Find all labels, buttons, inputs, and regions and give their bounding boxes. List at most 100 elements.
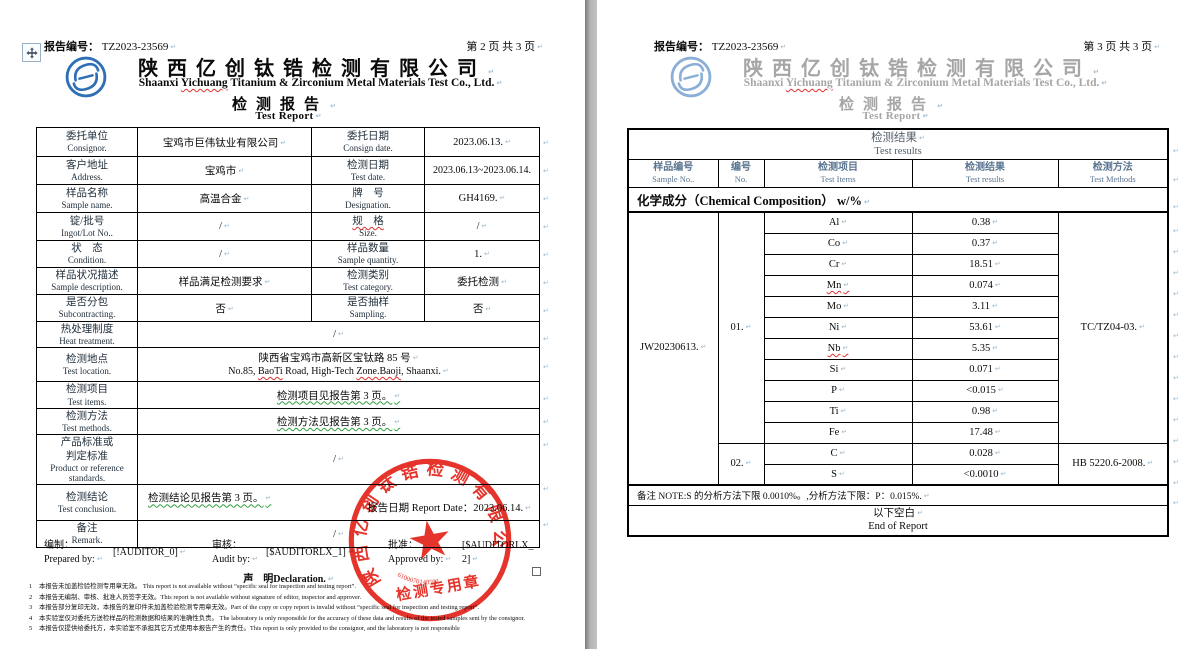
value-sample-name[interactable]: 高温合金	[137, 184, 312, 213]
element[interactable]: Co	[763, 232, 913, 255]
results-title[interactable]: 检测结果 Test results	[627, 128, 1169, 160]
value-consignor[interactable]: 宝鸡市巨伟钛业有限公司	[137, 127, 312, 157]
end-of-report[interactable]: 以下空白 End of Report	[627, 504, 1169, 537]
company-name-en: Shaanxi Yichuang Titanium & Zirconium Me…	[98, 77, 543, 89]
col-header-test-items[interactable]: 检测项目 Test Items	[763, 158, 913, 188]
element[interactable]: Mo	[763, 295, 913, 318]
label-size[interactable]: 规 格 Size.	[311, 212, 425, 241]
label-ingot-lot[interactable]: 锭/批号 Ingot/Lot No..	[36, 212, 138, 241]
note[interactable]: 备注 NOTE:S 的分析方法下限 0.0010%。,分析方法下限：P：0.01…	[627, 484, 1169, 506]
label-sample-description[interactable]: 样品状况描述 Sample description.	[36, 267, 138, 295]
result-row: Nb5.35	[628, 337, 1168, 360]
value-test-items[interactable]: 检测项目见报告第 3 页。	[137, 381, 540, 409]
col-header-no[interactable]: 编号 No.	[717, 158, 765, 188]
sample-number[interactable]: JW20230613.	[627, 211, 719, 486]
group-no-02[interactable]: 02.	[717, 442, 765, 486]
value-test-conclusion[interactable]: 检测结论见报告第 3 页。 报告日期 Report Date：2023.06.1…	[137, 484, 540, 522]
method-02[interactable]: HB 5220.6-2008.	[1057, 442, 1169, 486]
element[interactable]: Ni	[763, 316, 913, 339]
col-header-test-methods[interactable]: 检测方法 Test Methods	[1057, 158, 1169, 188]
label-heat-treatment[interactable]: 热处理制度 Heat treatment.	[36, 320, 138, 349]
result-row: S<0.0010	[628, 463, 1168, 486]
label-test-category[interactable]: 检测类别 Test category.	[311, 267, 425, 295]
element[interactable]: Mn	[763, 274, 913, 297]
result-value[interactable]: <0.015	[911, 379, 1059, 402]
element[interactable]: Ti	[763, 400, 913, 423]
label-designation[interactable]: 牌 号 Designation.	[311, 184, 425, 213]
value-sample-description[interactable]: 样品满足检测要求	[137, 267, 312, 295]
label-sample-quantity[interactable]: 样品数量 Sample quantity.	[311, 240, 425, 268]
note-row: 备注 NOTE:S 的分析方法下限 0.0010%。,分析方法下限：P：0.01…	[627, 484, 1169, 506]
element[interactable]: Cr	[763, 253, 913, 276]
result-value[interactable]: 17.48	[911, 421, 1059, 444]
element[interactable]: Nb	[763, 337, 913, 360]
result-value[interactable]: 18.51	[911, 253, 1059, 276]
value-test-methods[interactable]: 检测方法见报告第 3 页。	[137, 407, 540, 436]
document-page-3[interactable]: 报告编号： TZ2023-23569 第 3 页 共 3 页 陕西亿创钛锆检测有…	[597, 0, 1194, 649]
method-01[interactable]: TC/TZ04-03.	[1057, 211, 1169, 444]
label-test-methods[interactable]: 检测方法 Test methods.	[36, 407, 138, 436]
result-value[interactable]: 0.074	[911, 274, 1059, 297]
label-test-conclusion[interactable]: 检测结论 Test conclusion.	[36, 484, 138, 522]
prepared-by-value[interactable]: [!AUDITOR_0]	[113, 546, 186, 560]
element[interactable]: S	[763, 463, 913, 486]
label-product-standards[interactable]: 产品标准或 判定标准 Product or reference standards…	[36, 434, 138, 486]
label-remark[interactable]: 备注 Remark.	[36, 520, 138, 548]
document-page-2[interactable]: 报告编号： TZ2023-23569 第 2 页 共 3 页 陕西亿创钛锆检测有…	[0, 0, 585, 649]
value-product-standards[interactable]: /	[137, 434, 540, 486]
value-heat-treatment[interactable]: /	[137, 320, 540, 349]
results-title-row: 检测结果 Test results	[627, 128, 1169, 160]
element[interactable]: Al	[763, 211, 913, 234]
label-condition[interactable]: 状 态 Condition.	[36, 240, 138, 268]
element[interactable]: C	[763, 442, 913, 465]
label-sampling[interactable]: 是否抽样 Sampling.	[311, 294, 425, 322]
table-move-handle[interactable]	[22, 43, 41, 62]
result-value[interactable]: 5.35	[911, 337, 1059, 360]
label-test-date[interactable]: 检测日期 Test date.	[311, 156, 425, 185]
label-consign-date[interactable]: 委托日期 Consign date.	[311, 127, 425, 157]
result-value[interactable]: 3.11	[911, 295, 1059, 318]
value-consign-date[interactable]: 2023.06.13.	[424, 127, 540, 157]
value-test-location[interactable]: 陕西省宝鸡市高新区宝钛路 85 号 No.85, BaoTi Road, Hig…	[137, 347, 540, 383]
col-header-test-results[interactable]: 检测结果 Test results	[911, 158, 1059, 188]
label-subcontracting[interactable]: 是否分包 Subcontracting.	[36, 294, 138, 322]
value-ingot-lot[interactable]: /	[137, 212, 312, 241]
approved-by-value[interactable]: [$AUDITORLX_2]	[462, 539, 540, 566]
value-sampling[interactable]: 否	[424, 294, 540, 322]
label-test-items[interactable]: 检测项目 Test items.	[36, 381, 138, 409]
table-row: 热处理制度 Heat treatment. /	[36, 320, 540, 349]
result-value[interactable]: 0.38	[911, 211, 1059, 234]
report-title-en: Test Report	[0, 110, 577, 122]
value-test-category[interactable]: 委托检测	[424, 267, 540, 295]
col-header-sample-no[interactable]: 样品编号 Sample No..	[627, 158, 719, 188]
value-designation[interactable]: GH4169.	[424, 184, 540, 213]
result-value[interactable]: <0.0010	[911, 463, 1059, 486]
label-address[interactable]: 客户地址 Address.	[36, 156, 138, 185]
table-row: 产品标准或 判定标准 Product or reference standards…	[36, 434, 540, 486]
element[interactable]: Fe	[763, 421, 913, 444]
element[interactable]: P	[763, 379, 913, 402]
label-test-location[interactable]: 检测地点 Test location.	[36, 347, 138, 383]
value-condition[interactable]: /	[137, 240, 312, 268]
result-row: Mn0.074	[628, 274, 1168, 297]
value-subcontracting[interactable]: 否	[137, 294, 312, 322]
result-value[interactable]: 0.98	[911, 400, 1059, 423]
element[interactable]: Si	[763, 358, 913, 381]
result-value[interactable]: 0.071	[911, 358, 1059, 381]
value-address[interactable]: 宝鸡市	[137, 156, 312, 185]
value-size[interactable]: /	[424, 212, 540, 241]
value-sample-quantity[interactable]: 1.	[424, 240, 540, 268]
report-number-value: TZ2023-23569	[712, 41, 786, 53]
label-consignor[interactable]: 委托单位 Consignor.	[36, 127, 138, 157]
label-sample-name[interactable]: 样品名称 Sample name.	[36, 184, 138, 213]
group-no-01[interactable]: 01.	[717, 211, 765, 444]
report-number-value: TZ2023-23569	[102, 41, 176, 53]
value-test-date[interactable]: 2023.06.13~2023.06.14.	[424, 156, 540, 185]
result-value[interactable]: 53.61	[911, 316, 1059, 339]
result-value[interactable]: 0.37	[911, 232, 1059, 255]
result-row: P<0.015	[628, 379, 1168, 402]
audit-by-value[interactable]: [$AUDITORLX_1]	[266, 546, 354, 560]
section-chemical-composition[interactable]: 化学成分（Chemical Composition） w/%	[627, 186, 1169, 213]
result-value[interactable]: 0.028	[911, 442, 1059, 465]
